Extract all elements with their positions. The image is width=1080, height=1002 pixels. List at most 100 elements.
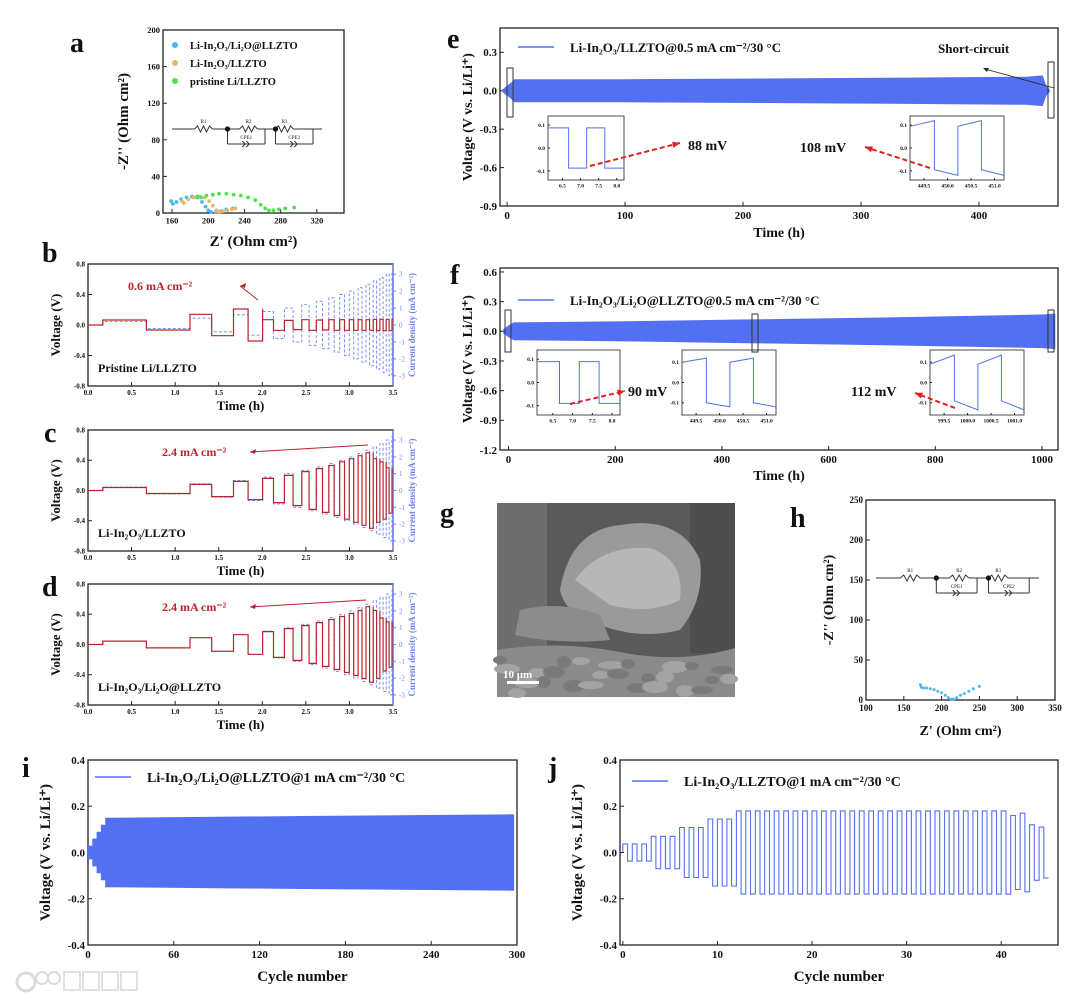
x-tick-label: 0.0: [84, 389, 93, 397]
x-axis-title: Time (h): [217, 398, 265, 413]
sem-grain: [720, 674, 738, 684]
x-tick-label: 0: [506, 454, 512, 466]
data-point: [263, 206, 268, 211]
y-tick-label: -0.2: [68, 894, 86, 906]
arrowhead-icon: [983, 68, 989, 72]
sem-particle: [515, 606, 610, 642]
x-tick-label: 1000.5: [984, 419, 999, 425]
circuit-label: R1: [201, 120, 207, 125]
y-tick-label: -0.1: [525, 404, 534, 410]
data-point: [195, 194, 200, 199]
x-tick-label: 800: [927, 454, 944, 466]
x-tick-label: 450.5: [965, 184, 978, 190]
x-tick-label: 300: [853, 210, 870, 222]
circuit-label: R1: [907, 569, 913, 574]
y2-tick-label: 1: [399, 470, 403, 478]
plot-frame: [499, 267, 1059, 451]
x-tick-label: 6.5: [549, 419, 556, 425]
x-tick-label: 449.5: [690, 419, 703, 425]
y2-tick-label: 2: [399, 453, 403, 461]
y-tick-label: 160: [147, 62, 160, 72]
inset-voltage-series: [548, 127, 624, 169]
x-tick-label: 2.0: [258, 708, 267, 716]
x-tick-label: 7.0: [569, 419, 576, 425]
panel-label-j: j: [548, 753, 558, 784]
x-tick-label: 400: [971, 210, 988, 222]
arrowhead-icon: [250, 604, 256, 609]
legend-label: Li-In₂O₃/Li₂O@LLZTO: [190, 41, 298, 52]
voltage-series: [88, 308, 393, 342]
y-tick-label: 0.0: [672, 380, 679, 386]
sem-grain: [543, 666, 565, 678]
x-tick-label: 280: [274, 216, 287, 226]
data-point: [919, 685, 923, 689]
y-tick-label: -0.1: [670, 401, 679, 407]
x-axis-title: Cycle number: [257, 969, 348, 985]
x-axis-title: Z' (Ohm cm²): [210, 234, 298, 250]
y-tick-label: 0.4: [71, 755, 85, 767]
y-tick-label: -0.4: [600, 940, 618, 952]
highlight-box: [1047, 61, 1055, 119]
x-tick-label: 200: [202, 216, 215, 226]
y-tick-label: -0.8: [74, 547, 86, 555]
watermark-glyph: [63, 971, 81, 991]
circuit-node: [985, 575, 992, 581]
x-tick-label: 350: [1048, 703, 1062, 713]
data-point: [971, 687, 975, 691]
data-point: [253, 198, 258, 203]
x-tick-label: 1.5: [214, 708, 223, 716]
x-tick-label: 3.0: [345, 389, 354, 397]
y-tick-label: -0.9: [480, 201, 498, 213]
sem-grain: [621, 659, 635, 669]
data-point: [918, 683, 922, 687]
sem-grain: [711, 666, 733, 674]
y-tick-label: 0.2: [603, 801, 617, 813]
x-axis-title: Time (h): [217, 563, 265, 578]
circuit-label: R3: [995, 569, 1001, 574]
x-tick-label: 0.5: [127, 389, 136, 397]
sem-grain: [642, 681, 668, 693]
x-axis-title: Cycle number: [794, 969, 885, 985]
x-tick-label: 200: [935, 703, 949, 713]
x-tick-label: 8.0: [609, 419, 616, 425]
data-point: [181, 201, 186, 205]
x-tick-label: 160: [166, 216, 179, 226]
data-point: [186, 197, 191, 202]
y-tick-label: -0.1: [898, 169, 907, 175]
highlight-box: [504, 309, 512, 353]
y-tick-label: 200: [850, 535, 864, 545]
y-tick-label: 0.0: [71, 847, 85, 859]
y-axis-title: Voltage (V vs. Li/Li⁺): [461, 53, 476, 181]
x-tick-label: 1000.0: [960, 419, 975, 425]
x-tick-label: 6.5: [559, 184, 566, 190]
overpotential-label: 88 mV: [688, 139, 727, 154]
y-tick-label: 80: [152, 135, 161, 145]
sem-grain: [691, 686, 713, 694]
data-point: [943, 693, 947, 697]
circuit-node: [933, 575, 939, 581]
x-tick-label: 7.5: [589, 419, 596, 425]
x-tick-label: 999.5: [938, 419, 951, 425]
panel-label-d: d: [42, 572, 58, 603]
data-point: [962, 692, 966, 696]
plot-frame: [162, 29, 345, 214]
y-tick-label: 0.8: [76, 580, 85, 588]
y-tick-label: -1.2: [480, 445, 498, 457]
y-tick-label: 0.4: [76, 291, 85, 299]
legend-label: Li-In₂O₃/Li₂O@LLZTO@0.5 mA cm⁻²/30 °C: [570, 293, 820, 308]
y-tick-label: -0.1: [536, 169, 545, 175]
data-point: [169, 199, 174, 204]
y-tick-label: 0.0: [900, 146, 907, 152]
equivalent-circuit-diagram: [876, 573, 1039, 597]
current-density-series: [88, 436, 393, 542]
sem-grain: [607, 669, 629, 679]
data-point: [217, 191, 222, 196]
arrowhead-icon: [617, 389, 625, 396]
watermark-glyph: [120, 971, 138, 991]
legend-label: Li-In₂O₃/Li₂O@LLZTO@1 mA cm⁻²/30 °C: [147, 771, 405, 786]
x-tick-label: 1.0: [171, 554, 180, 562]
arrowhead-icon: [865, 146, 873, 153]
y-tick-label: -0.3: [480, 356, 498, 368]
x-tick-label: 240: [238, 216, 251, 226]
scale-bar-label: 10 μm: [503, 669, 532, 681]
